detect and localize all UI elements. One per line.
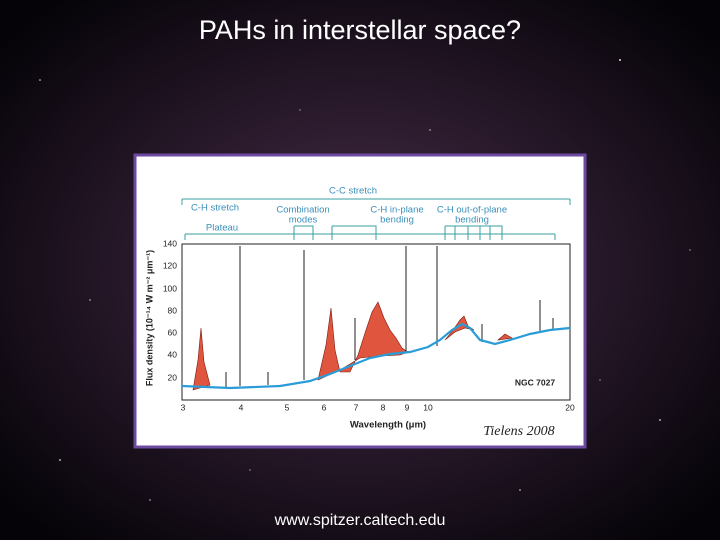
y-tick-label: 140 [163,238,177,248]
stars [39,59,691,501]
slide-title: PAHs in interstellar space? [199,15,521,45]
band-label: C-C stretch [329,186,377,197]
x-tick-label: 5 [285,402,290,412]
figure-frame [133,153,587,449]
y-tick-label: 60 [168,327,178,337]
x-tick-label: 8 [381,402,386,412]
band-label: bending [380,215,414,226]
x-tick-label: 7 [354,402,359,412]
band-label: modes [289,215,318,226]
band-label: Combination [276,205,329,216]
x-tick-label: 9 [405,402,410,412]
atomic-lines [225,246,554,387]
y-tick-label: 80 [168,305,178,315]
x-tick-label: 10 [423,402,433,412]
band-label: bending [455,215,489,226]
plot-axes [181,243,571,401]
x-tick-label: 4 [239,402,244,412]
x-axis-label: Wavelength (μm) [350,420,426,431]
band-label: C-H out-of-plane [437,205,507,216]
caption: Tielens 2008 [483,424,554,439]
footer: www.spitzer.caltech.edu [274,512,446,529]
x-ticks: 3 4 5 6 7 8 9 10 20 [181,402,575,412]
band-label: C-H stretch [191,203,239,214]
band-label: Plateau [206,223,238,234]
y-tick-label: 120 [163,260,177,270]
emission-features [192,301,513,391]
band-brackets [181,198,571,240]
band-labels: C-C stretch C-H stretch Combination mode… [191,186,507,234]
y-tick-label: 20 [168,372,178,382]
y-ticks: 20 40 60 80 100 120 140 [163,238,177,382]
x-tick-label: 3 [181,402,186,412]
y-axis-label: Flux density (10⁻¹⁴ W m⁻² μm⁻¹) [144,250,154,386]
continuum [181,322,571,390]
x-tick-label: 6 [322,402,327,412]
y-tick-label: 100 [163,283,177,293]
band-label: C-H in-plane [370,205,423,216]
y-tick-label: 40 [168,349,178,359]
object-label: NGC 7027 [515,377,555,387]
x-tick-label: 20 [565,402,575,412]
